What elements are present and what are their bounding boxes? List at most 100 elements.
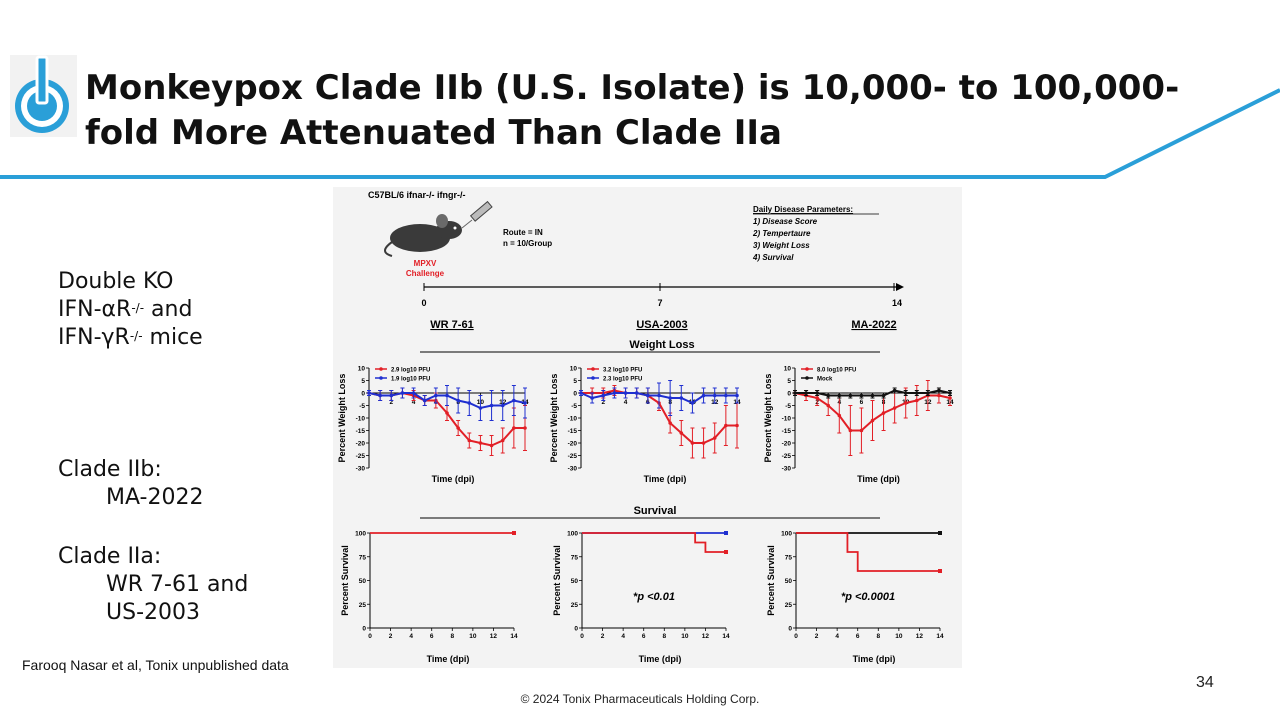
x-tick-label: 2 — [389, 399, 393, 406]
survival-curve-8.0 log10 PFU — [796, 532, 940, 572]
y-axis-label: Percent Weight Loss — [337, 374, 347, 463]
timeline: 0 7 14 WR 7-61 USA-2003 MA-2022 — [421, 283, 904, 331]
x-axis-label: Time (dpi) — [432, 474, 475, 484]
double-ko-label: Double KO — [58, 269, 174, 294]
data-point — [523, 426, 527, 430]
data-point — [411, 391, 416, 395]
x-tick-label: 6 — [856, 633, 860, 640]
x-tick-label: 14 — [722, 633, 730, 640]
data-point — [948, 391, 952, 395]
legend-label: 8.0 log10 PFU — [817, 368, 856, 374]
clade-iia-group: Clade IIa: WR 7-61 and US-2003 — [58, 543, 248, 627]
legend-label: 2.9 log10 PFU — [391, 368, 430, 374]
title-line-2: fold More Attenuated Than Clade IIa — [85, 113, 782, 153]
data-point — [612, 391, 617, 395]
x-tick-label: 4 — [624, 399, 628, 406]
chart-6: 100 75 50 25 00 2 4 6 8 10 12 14 Time (dpi) Percent S… — [766, 531, 944, 665]
x-axis-label: Time (dpi) — [639, 654, 682, 664]
y-tick-label: -20 — [568, 441, 578, 448]
y-tick-label: 5 — [787, 378, 791, 385]
data-point — [512, 426, 516, 430]
header-divider — [0, 88, 1280, 179]
data-point — [926, 391, 930, 395]
virus-label-ma2022: MA-2022 — [851, 319, 896, 331]
data-point — [848, 428, 853, 433]
x-tick-label: 6 — [860, 399, 864, 406]
x-tick-label: 0 — [794, 633, 798, 640]
data-point — [859, 428, 864, 433]
params-title: Daily Disease Parameters: — [753, 205, 853, 214]
y-tick-label: -10 — [568, 416, 578, 423]
data-point — [590, 396, 594, 400]
y-tick-label: 75 — [359, 554, 367, 561]
data-point — [434, 393, 438, 398]
timeline-tick-7: 7 — [657, 298, 662, 308]
data-point — [815, 391, 819, 395]
data-point — [815, 396, 819, 400]
x-axis-label: Time (dpi) — [857, 474, 900, 484]
mouse-model-description: Double KO IFN-αR-/- and IFN-γR-/- mice — [58, 268, 203, 352]
survival-end-marker — [512, 531, 516, 535]
x-axis-label: Time (dpi) — [427, 654, 470, 664]
x-tick-label: 8 — [450, 633, 454, 640]
y-tick-label: 0 — [787, 391, 791, 398]
x-tick-label: 8 — [662, 633, 666, 640]
ifn-alpha-line: IFN-αR-/- and — [58, 297, 193, 322]
data-point — [870, 393, 875, 398]
y-tick-label: -30 — [568, 466, 578, 473]
survival-curve-3.2 log10 PFU — [582, 532, 726, 553]
data-point — [523, 401, 527, 405]
data-point — [903, 391, 908, 395]
challenge-label-1: MPXV — [414, 259, 437, 268]
legend-label: Mock — [817, 377, 833, 383]
data-point — [489, 403, 494, 408]
param-2: 2) Tempertaure — [752, 229, 811, 238]
significance-annotation: *p <0.0001 — [841, 591, 895, 603]
y-tick-label: 25 — [571, 602, 579, 609]
y-tick-label: 5 — [573, 378, 577, 385]
data-point — [724, 423, 728, 428]
y-tick-label: 5 — [361, 378, 365, 385]
y-axis-label: Percent Survival — [340, 545, 350, 616]
data-point — [735, 423, 739, 428]
y-tick-label: -15 — [568, 428, 578, 435]
clade-iib-label: Clade IIb: — [58, 457, 162, 482]
y-tick-label: -25 — [782, 453, 792, 460]
y-tick-label: -15 — [782, 428, 792, 435]
data-point — [837, 413, 842, 418]
data-point — [500, 438, 505, 443]
data-point — [837, 393, 842, 398]
data-point — [478, 406, 483, 410]
legend-marker — [805, 367, 809, 371]
survival-section-title: Survival — [634, 505, 677, 517]
data-point — [937, 393, 941, 398]
legend-marker — [591, 376, 595, 380]
y-tick-label: 75 — [785, 554, 793, 561]
page-number: 34 — [1196, 674, 1214, 691]
data-point — [903, 401, 908, 405]
data-point — [793, 391, 797, 395]
param-1: 1) Disease Score — [753, 217, 818, 226]
x-tick-label: 8 — [876, 633, 880, 640]
data-point — [712, 436, 717, 440]
clade-iib-group: Clade IIb: MA-2022 — [58, 456, 203, 512]
chart-4: 100 75 50 25 00 2 4 6 8 10 12 14 Time (dpi) Percent S… — [340, 531, 518, 665]
citation: Farooq Nasar et al, Tonix unpublished da… — [22, 657, 289, 673]
y-tick-label: -30 — [356, 466, 366, 473]
y-tick-label: -15 — [356, 428, 366, 435]
weight-loss-section-title: Weight Loss — [629, 339, 694, 351]
data-point — [657, 393, 661, 398]
data-point — [679, 431, 684, 435]
y-tick-label: 25 — [785, 602, 793, 609]
clade-iia-item-1: WR 7-61 and — [106, 572, 249, 597]
data-point — [724, 393, 728, 398]
x-tick-label: 14 — [936, 633, 944, 640]
x-tick-label: 0 — [580, 633, 584, 640]
data-point — [937, 388, 941, 393]
copyright: © 2024 Tonix Pharmaceuticals Holding Cor… — [520, 692, 760, 706]
legend-label: 3.2 log10 PFU — [603, 368, 642, 374]
data-point — [500, 403, 505, 408]
